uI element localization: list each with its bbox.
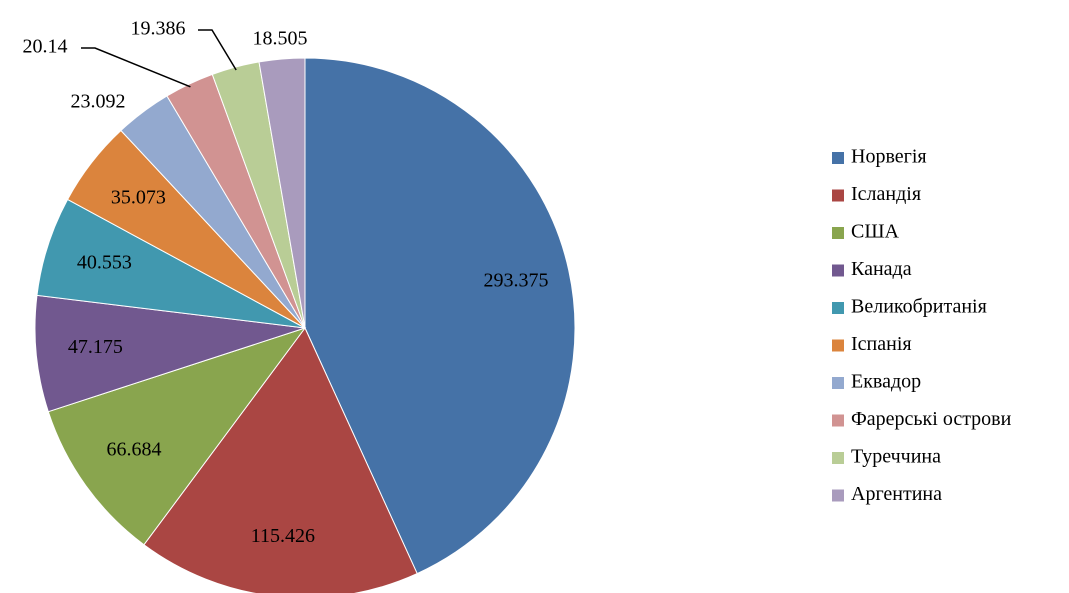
- legend-swatch: [832, 339, 844, 352]
- leader-line: [81, 47, 191, 88]
- legend-label: Туреччина: [851, 446, 941, 468]
- pie-slice: [34, 294, 306, 413]
- data-label: 23.092: [71, 91, 126, 113]
- legend-swatch: [832, 452, 844, 464]
- legend-label: Аргентина: [851, 483, 942, 505]
- legend-label: США: [851, 221, 900, 243]
- legend-swatch: [832, 264, 844, 277]
- data-label: 20.14: [23, 36, 68, 58]
- data-label: 35.073: [111, 187, 166, 209]
- legend-swatch: [832, 489, 844, 502]
- legend-label: Норвегія: [851, 146, 927, 168]
- legend-label: Великобританія: [851, 296, 987, 318]
- legend-swatch: [832, 302, 844, 314]
- data-label: 40.553: [77, 252, 132, 274]
- legend-swatch: [832, 377, 844, 389]
- data-label: 115.426: [251, 525, 315, 547]
- pie-slice: [47, 327, 307, 546]
- data-label: 66.684: [107, 439, 162, 461]
- legend-swatch: [832, 152, 844, 164]
- legend-label: Фарерські острови: [851, 408, 1012, 430]
- legend-label: Еквадор: [851, 371, 921, 393]
- legend-swatch: [832, 227, 844, 239]
- legend-swatch: [832, 189, 844, 202]
- pie-slice: [143, 327, 418, 593]
- legend-label: Канада: [851, 258, 912, 280]
- data-label: 19.386: [131, 18, 186, 40]
- pie-slice: [304, 57, 576, 575]
- legend-label: Іспанія: [851, 333, 912, 355]
- legend-label: Ісландія: [851, 183, 921, 205]
- data-label: 18.505: [253, 28, 308, 50]
- data-label: 293.375: [484, 270, 549, 292]
- legend-swatch: [832, 414, 844, 427]
- data-label: 47.175: [68, 336, 123, 358]
- pie-slice: [258, 57, 306, 329]
- leader-line: [198, 29, 237, 71]
